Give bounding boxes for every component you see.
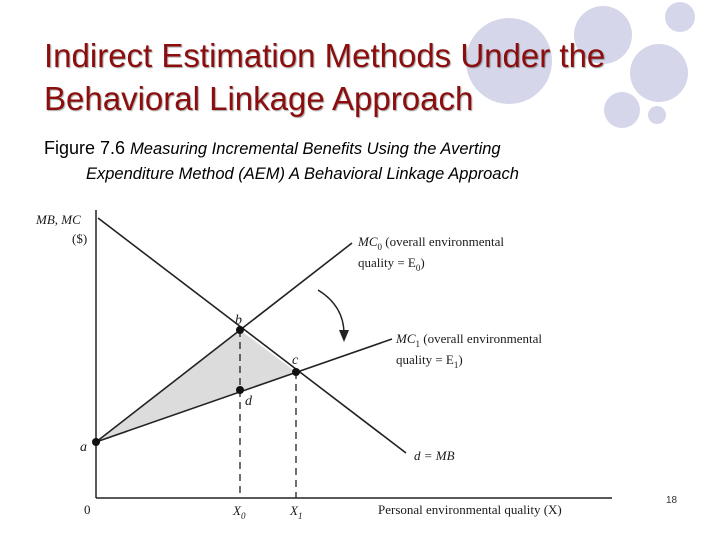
figure-label: Figure 7.6 [44, 138, 126, 158]
shaded-benefit-area [96, 330, 296, 442]
point-c-label: c [292, 353, 299, 368]
mc1-label-line1: MC1 (overall environmental [395, 331, 542, 349]
mc0-label-line1: MC0 (overall environmental [357, 234, 504, 252]
point-c-dot [292, 368, 300, 376]
decorative-circle [604, 92, 640, 128]
point-d-dot [236, 386, 244, 394]
decorative-circle [466, 18, 552, 104]
decorative-circle [630, 44, 688, 102]
decorative-circle [665, 2, 695, 32]
demand-curve [97, 217, 407, 454]
shift-arrow-head [339, 330, 349, 342]
point-b-dot [236, 326, 244, 334]
x-axis-label: Personal environmental quality (X) [378, 502, 562, 517]
y-axis-unit: ($) [72, 231, 87, 246]
mc0-label-line2: quality = E0) [358, 255, 425, 273]
y-axis-label: MB, MC [35, 212, 81, 227]
mc1-curve [95, 338, 393, 443]
decorative-circle [574, 6, 632, 64]
figure-caption: Figure 7.6 Measuring Incremental Benefit… [44, 136, 684, 187]
x1-label: X1 [289, 503, 302, 521]
point-a-dot [92, 438, 100, 446]
point-a-label: a [80, 440, 87, 455]
x0-label: X0 [232, 503, 246, 521]
mc1-label-line2: quality = E1) [396, 352, 463, 370]
point-d-label: d [245, 394, 253, 409]
page-number: 18 [666, 495, 678, 506]
origin-label: 0 [84, 502, 91, 517]
figure-title-line1: Measuring Incremental Benefits Using the… [130, 140, 501, 158]
slide-title: Indirect Estimation Methods Under the Be… [44, 37, 606, 117]
decorative-circle [648, 106, 666, 124]
figure-title-line2: Expenditure Method (AEM) A Behavioral Li… [86, 165, 519, 183]
shift-arrow [317, 289, 345, 335]
mc0-curve [95, 242, 353, 443]
demand-label: d = MB [414, 448, 455, 463]
point-b-label: b [235, 313, 242, 328]
